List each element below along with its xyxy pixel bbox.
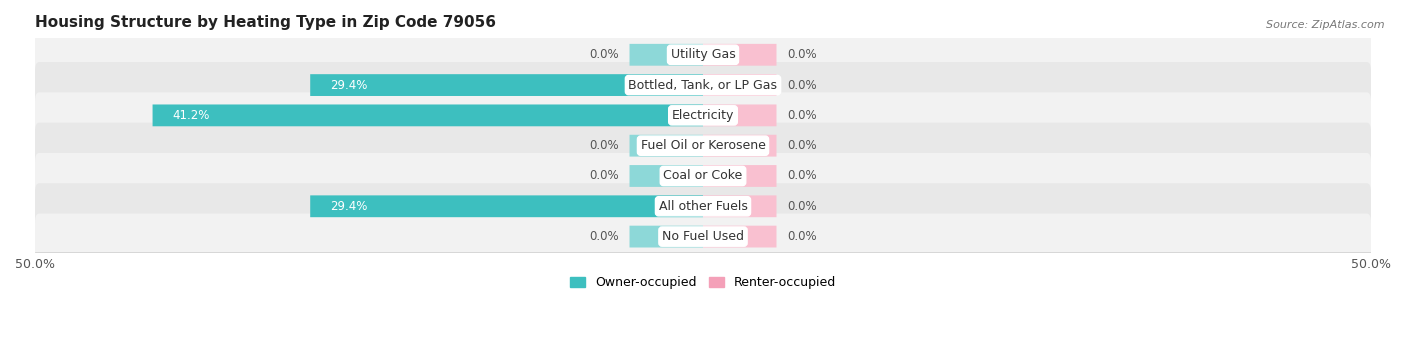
FancyBboxPatch shape [35, 32, 1371, 78]
Text: 41.2%: 41.2% [173, 109, 209, 122]
Text: 0.0%: 0.0% [787, 79, 817, 91]
Text: Bottled, Tank, or LP Gas: Bottled, Tank, or LP Gas [628, 79, 778, 91]
Text: 0.0%: 0.0% [787, 200, 817, 213]
FancyBboxPatch shape [35, 153, 1371, 199]
FancyBboxPatch shape [311, 195, 703, 217]
Text: All other Fuels: All other Fuels [658, 200, 748, 213]
Text: 29.4%: 29.4% [330, 79, 367, 91]
Text: 0.0%: 0.0% [787, 109, 817, 122]
Text: 0.0%: 0.0% [589, 139, 619, 152]
FancyBboxPatch shape [630, 165, 703, 187]
Text: 0.0%: 0.0% [589, 169, 619, 183]
Text: 0.0%: 0.0% [787, 48, 817, 61]
FancyBboxPatch shape [630, 44, 703, 66]
FancyBboxPatch shape [703, 195, 776, 217]
Text: 0.0%: 0.0% [787, 169, 817, 183]
FancyBboxPatch shape [311, 74, 703, 96]
Text: Coal or Coke: Coal or Coke [664, 169, 742, 183]
Text: Utility Gas: Utility Gas [671, 48, 735, 61]
FancyBboxPatch shape [703, 44, 776, 66]
Text: No Fuel Used: No Fuel Used [662, 230, 744, 243]
Text: 29.4%: 29.4% [330, 200, 367, 213]
FancyBboxPatch shape [153, 104, 703, 126]
FancyBboxPatch shape [35, 92, 1371, 138]
FancyBboxPatch shape [35, 183, 1371, 229]
Text: Housing Structure by Heating Type in Zip Code 79056: Housing Structure by Heating Type in Zip… [35, 15, 496, 30]
FancyBboxPatch shape [703, 226, 776, 248]
FancyBboxPatch shape [703, 165, 776, 187]
FancyBboxPatch shape [35, 62, 1371, 108]
Text: Fuel Oil or Kerosene: Fuel Oil or Kerosene [641, 139, 765, 152]
Text: Source: ZipAtlas.com: Source: ZipAtlas.com [1267, 20, 1385, 30]
Text: 0.0%: 0.0% [787, 230, 817, 243]
Text: 0.0%: 0.0% [589, 230, 619, 243]
FancyBboxPatch shape [630, 226, 703, 248]
FancyBboxPatch shape [630, 135, 703, 157]
Legend: Owner-occupied, Renter-occupied: Owner-occupied, Renter-occupied [565, 271, 841, 294]
FancyBboxPatch shape [703, 74, 776, 96]
FancyBboxPatch shape [35, 123, 1371, 169]
Text: 0.0%: 0.0% [589, 48, 619, 61]
Text: Electricity: Electricity [672, 109, 734, 122]
FancyBboxPatch shape [35, 214, 1371, 260]
FancyBboxPatch shape [703, 135, 776, 157]
Text: 0.0%: 0.0% [787, 139, 817, 152]
FancyBboxPatch shape [703, 104, 776, 126]
